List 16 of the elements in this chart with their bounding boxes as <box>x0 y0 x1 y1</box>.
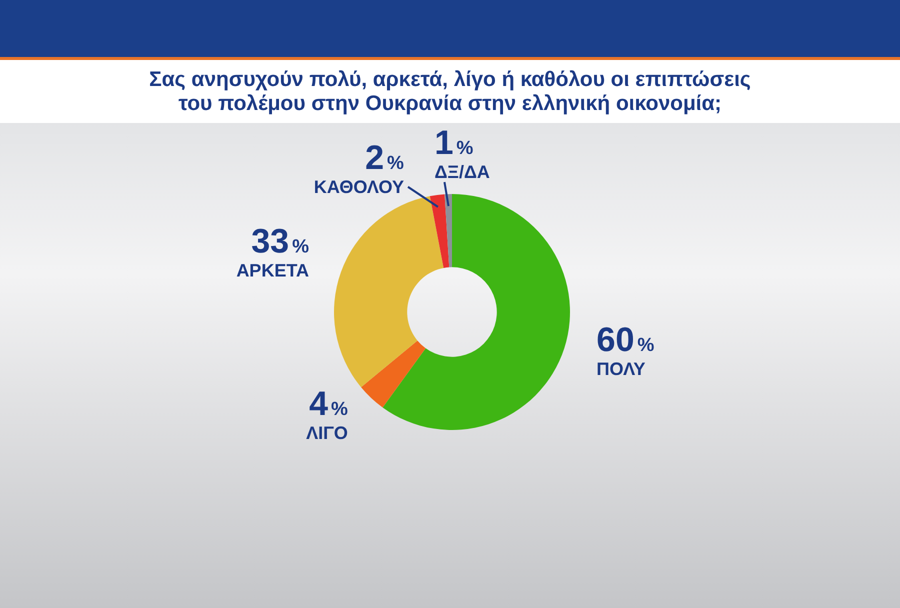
slice-label: ΚΑΘΟΛΟΥ <box>314 176 404 197</box>
slice-label: ΔΞ/ΔΑ <box>434 162 490 182</box>
data-label: 33% <box>251 222 310 261</box>
donut-slice <box>361 340 426 408</box>
data-label: 1% <box>434 124 474 162</box>
data-label: 2% <box>365 138 404 177</box>
donut-slice <box>430 194 450 268</box>
chart-title: Σας ανησυχούν πολύ, αρκετά, λίγο ή καθόλου οι επιπτώσεις του πολέμου στην Ουκρανία στην ελληνική οικονομία; <box>149 68 751 115</box>
data-label: 4% <box>309 384 348 423</box>
donut-slice <box>444 194 452 268</box>
slice-label: ΛΙΓΟ <box>306 422 348 443</box>
slice-label: ΑΡΚΕΤΑ <box>236 260 309 281</box>
data-label: 60% <box>596 320 654 359</box>
donut-slice <box>382 194 570 430</box>
donut-slice <box>334 196 444 388</box>
slice-label: ΠΟΛΥ <box>596 358 646 379</box>
